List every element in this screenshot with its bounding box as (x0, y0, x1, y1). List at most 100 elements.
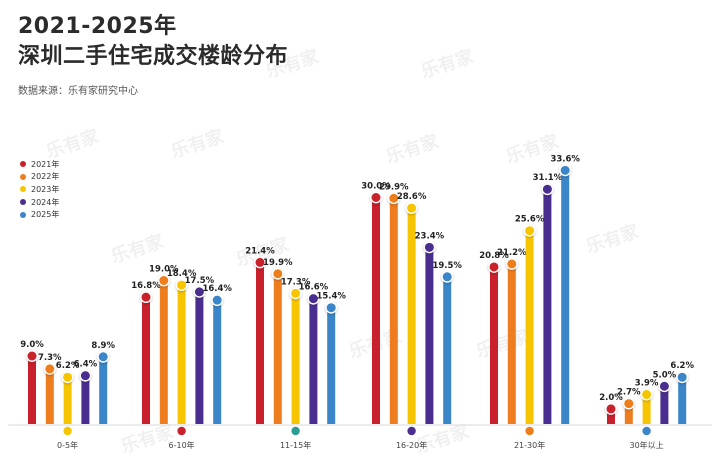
legend-swatch (20, 186, 26, 193)
data-label: 16.6% (299, 283, 329, 293)
bar-cap (175, 279, 188, 291)
legend-label: 2025年 (31, 210, 60, 220)
data-label: 6.2% (56, 361, 80, 371)
bar (195, 291, 204, 424)
bar (678, 377, 687, 424)
bar-cap (61, 371, 74, 384)
bar (273, 273, 282, 424)
bar-cap (211, 294, 224, 307)
x-tick-label: 6-10年 (169, 440, 195, 450)
bar-cap (140, 291, 152, 304)
bar (407, 208, 416, 424)
bar (45, 368, 54, 424)
data-label: 6.4% (74, 360, 98, 370)
bar-cap (676, 371, 689, 384)
data-label: 7.3% (38, 353, 62, 363)
chart-title-line-2: 深圳二手住宅成交楼龄分布 (18, 44, 289, 69)
bar-cap (97, 350, 110, 363)
bar (490, 266, 498, 424)
data-label: 16.8% (131, 281, 161, 291)
bar-cap (370, 191, 382, 204)
legend-swatch (20, 173, 26, 180)
x-tick-label: 0-5年 (57, 440, 78, 450)
data-label: 20.8% (479, 251, 509, 261)
data-label: 5.0% (653, 370, 677, 380)
category-marker (642, 426, 651, 436)
legend-label: 2023年 (31, 184, 60, 194)
data-label: 19.9% (263, 258, 293, 268)
bar (213, 300, 222, 424)
data-label: 9.0% (20, 340, 44, 350)
category-marker (63, 426, 72, 436)
bar (327, 307, 336, 424)
data-label: 33.6% (550, 154, 580, 164)
legend-item: 2021年 (20, 158, 59, 171)
data-label: 21.2% (497, 248, 527, 258)
legend-item: 2024年 (20, 196, 59, 209)
bar-cap (26, 350, 38, 362)
bar (159, 280, 168, 424)
data-label: 23.4% (415, 231, 445, 241)
bar (525, 230, 534, 424)
legend-label: 2024年 (31, 197, 60, 207)
bar (291, 293, 300, 424)
data-label: 3.9% (635, 379, 659, 389)
bar (81, 375, 90, 424)
bar-cap (441, 270, 454, 283)
bar-cap (658, 380, 671, 393)
category-marker (407, 426, 416, 436)
bar (443, 276, 452, 424)
bar (642, 394, 651, 424)
x-tick-label: 21-30年 (514, 440, 545, 450)
bar-cap (423, 241, 436, 254)
bar-cap (254, 256, 266, 269)
bar (177, 285, 186, 424)
bar (389, 198, 398, 424)
bar (543, 189, 552, 424)
legend-label: 2022年 (31, 172, 60, 182)
data-label: 17.5% (185, 276, 215, 286)
data-label: 30.0% (361, 182, 391, 192)
bar-cap (43, 362, 56, 375)
data-source: 数据来源：乐有家研究中心 (18, 86, 138, 97)
category-marker (177, 426, 186, 436)
bar-cap (541, 183, 554, 196)
bar (99, 356, 108, 424)
bar (142, 297, 150, 424)
data-label: 19.5% (432, 261, 462, 271)
legend-item: 2025年 (20, 208, 59, 221)
chart-legend: 2021年 2022年 2023年 2024年 2025年 (20, 158, 59, 221)
data-label: 17.3% (281, 277, 311, 287)
x-tick-label: 16-20年 (396, 440, 427, 450)
bar-cap (559, 164, 572, 177)
bar (256, 262, 264, 424)
legend-label: 2021年 (31, 159, 60, 169)
data-label: 2.7% (617, 388, 641, 398)
bar-cap (605, 402, 617, 415)
data-label: 15.4% (316, 292, 346, 302)
category-marker (291, 426, 300, 436)
x-tick-label: 11-15年 (280, 440, 311, 450)
bar-cap (505, 258, 518, 270)
category-marker (525, 426, 534, 436)
data-label: 29.9% (379, 182, 409, 192)
bar-cap (193, 285, 206, 298)
x-tick-label: 30年以上 (630, 440, 664, 450)
chart-title-line-1: 2021-2025年 (18, 14, 177, 39)
bar-cap (405, 202, 418, 214)
data-label: 21.4% (245, 246, 275, 256)
bar (63, 377, 72, 424)
data-label: 6.2% (670, 361, 694, 371)
bar-cap (307, 292, 320, 305)
data-label: 16.4% (202, 284, 232, 294)
data-label: 31.1% (533, 173, 563, 183)
bar-cap (289, 287, 302, 300)
bar-cap (523, 224, 536, 237)
data-label: 8.9% (91, 341, 115, 351)
bar (28, 356, 36, 424)
data-label: 2.0% (599, 393, 623, 403)
bar (561, 170, 570, 424)
legend-swatch (20, 211, 26, 218)
data-label: 18.4% (167, 269, 197, 279)
